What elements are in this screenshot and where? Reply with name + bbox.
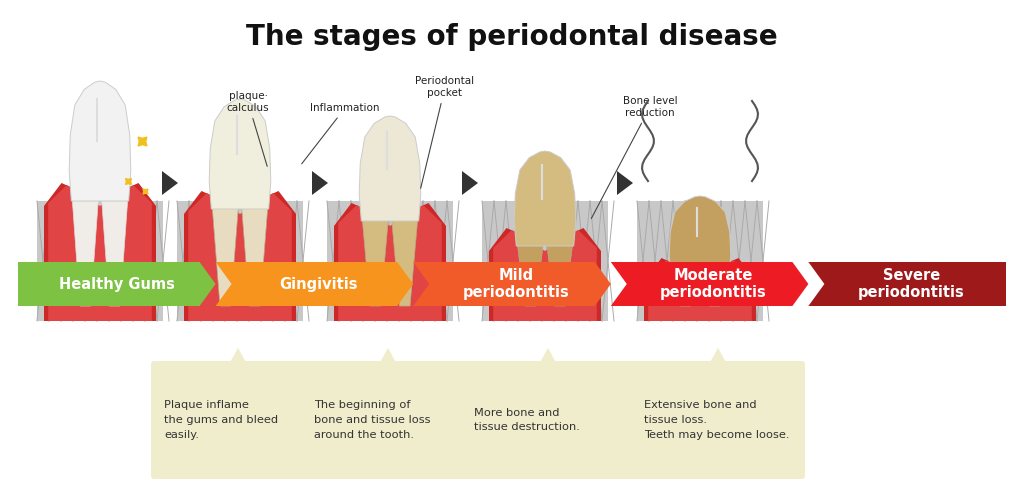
Polygon shape: [538, 348, 558, 366]
Text: Bone level
reduction: Bone level reduction: [591, 96, 677, 218]
Polygon shape: [672, 271, 698, 306]
Polygon shape: [18, 262, 216, 306]
Polygon shape: [644, 258, 756, 321]
Text: Severe
periodontitis: Severe periodontitis: [858, 268, 965, 300]
Bar: [37, 201, 163, 321]
Text: Mild
periodontitis: Mild periodontitis: [463, 268, 569, 300]
Text: Moderate
periodontitis: Moderate periodontitis: [660, 268, 767, 300]
Polygon shape: [361, 195, 419, 219]
Polygon shape: [70, 81, 131, 201]
Text: Healthy Gums: Healthy Gums: [58, 276, 175, 292]
Polygon shape: [391, 216, 418, 306]
Polygon shape: [378, 348, 398, 366]
Text: Inflammation: Inflammation: [302, 103, 380, 164]
Polygon shape: [72, 196, 98, 306]
FancyBboxPatch shape: [631, 361, 805, 479]
Polygon shape: [708, 348, 728, 366]
Polygon shape: [670, 196, 731, 276]
Polygon shape: [648, 260, 752, 321]
FancyBboxPatch shape: [301, 361, 475, 479]
Polygon shape: [362, 216, 388, 306]
Polygon shape: [701, 271, 728, 306]
Polygon shape: [334, 203, 446, 321]
Text: The stages of periodontal disease: The stages of periodontal disease: [246, 23, 778, 51]
Polygon shape: [517, 241, 544, 306]
Polygon shape: [211, 187, 268, 207]
Polygon shape: [610, 262, 808, 306]
Polygon shape: [489, 228, 601, 321]
Polygon shape: [338, 205, 441, 321]
FancyBboxPatch shape: [151, 361, 325, 479]
Polygon shape: [514, 151, 575, 246]
Polygon shape: [216, 262, 414, 306]
Text: Extensive bone and
tissue loss.
Teeth may become loose.: Extensive bone and tissue loss. Teeth ma…: [644, 400, 790, 440]
Text: Plaque inflame
the gums and bleed
easily.: Plaque inflame the gums and bleed easily…: [164, 400, 279, 440]
Polygon shape: [617, 171, 633, 195]
FancyBboxPatch shape: [461, 361, 635, 479]
Text: Gingivitis: Gingivitis: [280, 276, 357, 292]
Polygon shape: [209, 99, 270, 209]
Polygon shape: [494, 230, 597, 321]
Polygon shape: [212, 204, 239, 306]
Text: More bone and
tissue destruction.: More bone and tissue destruction.: [474, 408, 580, 433]
Text: The beginning of
bone and tissue loss
around the tooth.: The beginning of bone and tissue loss ar…: [314, 400, 430, 440]
Text: Periodontal
pocket: Periodontal pocket: [416, 77, 474, 189]
Polygon shape: [462, 171, 478, 195]
Polygon shape: [44, 183, 156, 321]
Polygon shape: [312, 171, 328, 195]
Polygon shape: [414, 262, 610, 306]
Polygon shape: [184, 191, 296, 321]
Polygon shape: [48, 185, 152, 321]
Polygon shape: [516, 218, 573, 244]
Polygon shape: [359, 116, 421, 221]
Polygon shape: [547, 241, 573, 306]
Polygon shape: [672, 248, 729, 274]
Bar: [637, 201, 763, 321]
Polygon shape: [228, 348, 248, 366]
Text: plaque·
calculus: plaque· calculus: [226, 91, 269, 166]
Polygon shape: [188, 193, 292, 321]
Polygon shape: [242, 204, 268, 306]
Bar: [482, 201, 608, 321]
Bar: [177, 201, 303, 321]
Polygon shape: [808, 262, 1006, 306]
Polygon shape: [162, 171, 178, 195]
Polygon shape: [101, 196, 128, 306]
Bar: [327, 201, 453, 321]
